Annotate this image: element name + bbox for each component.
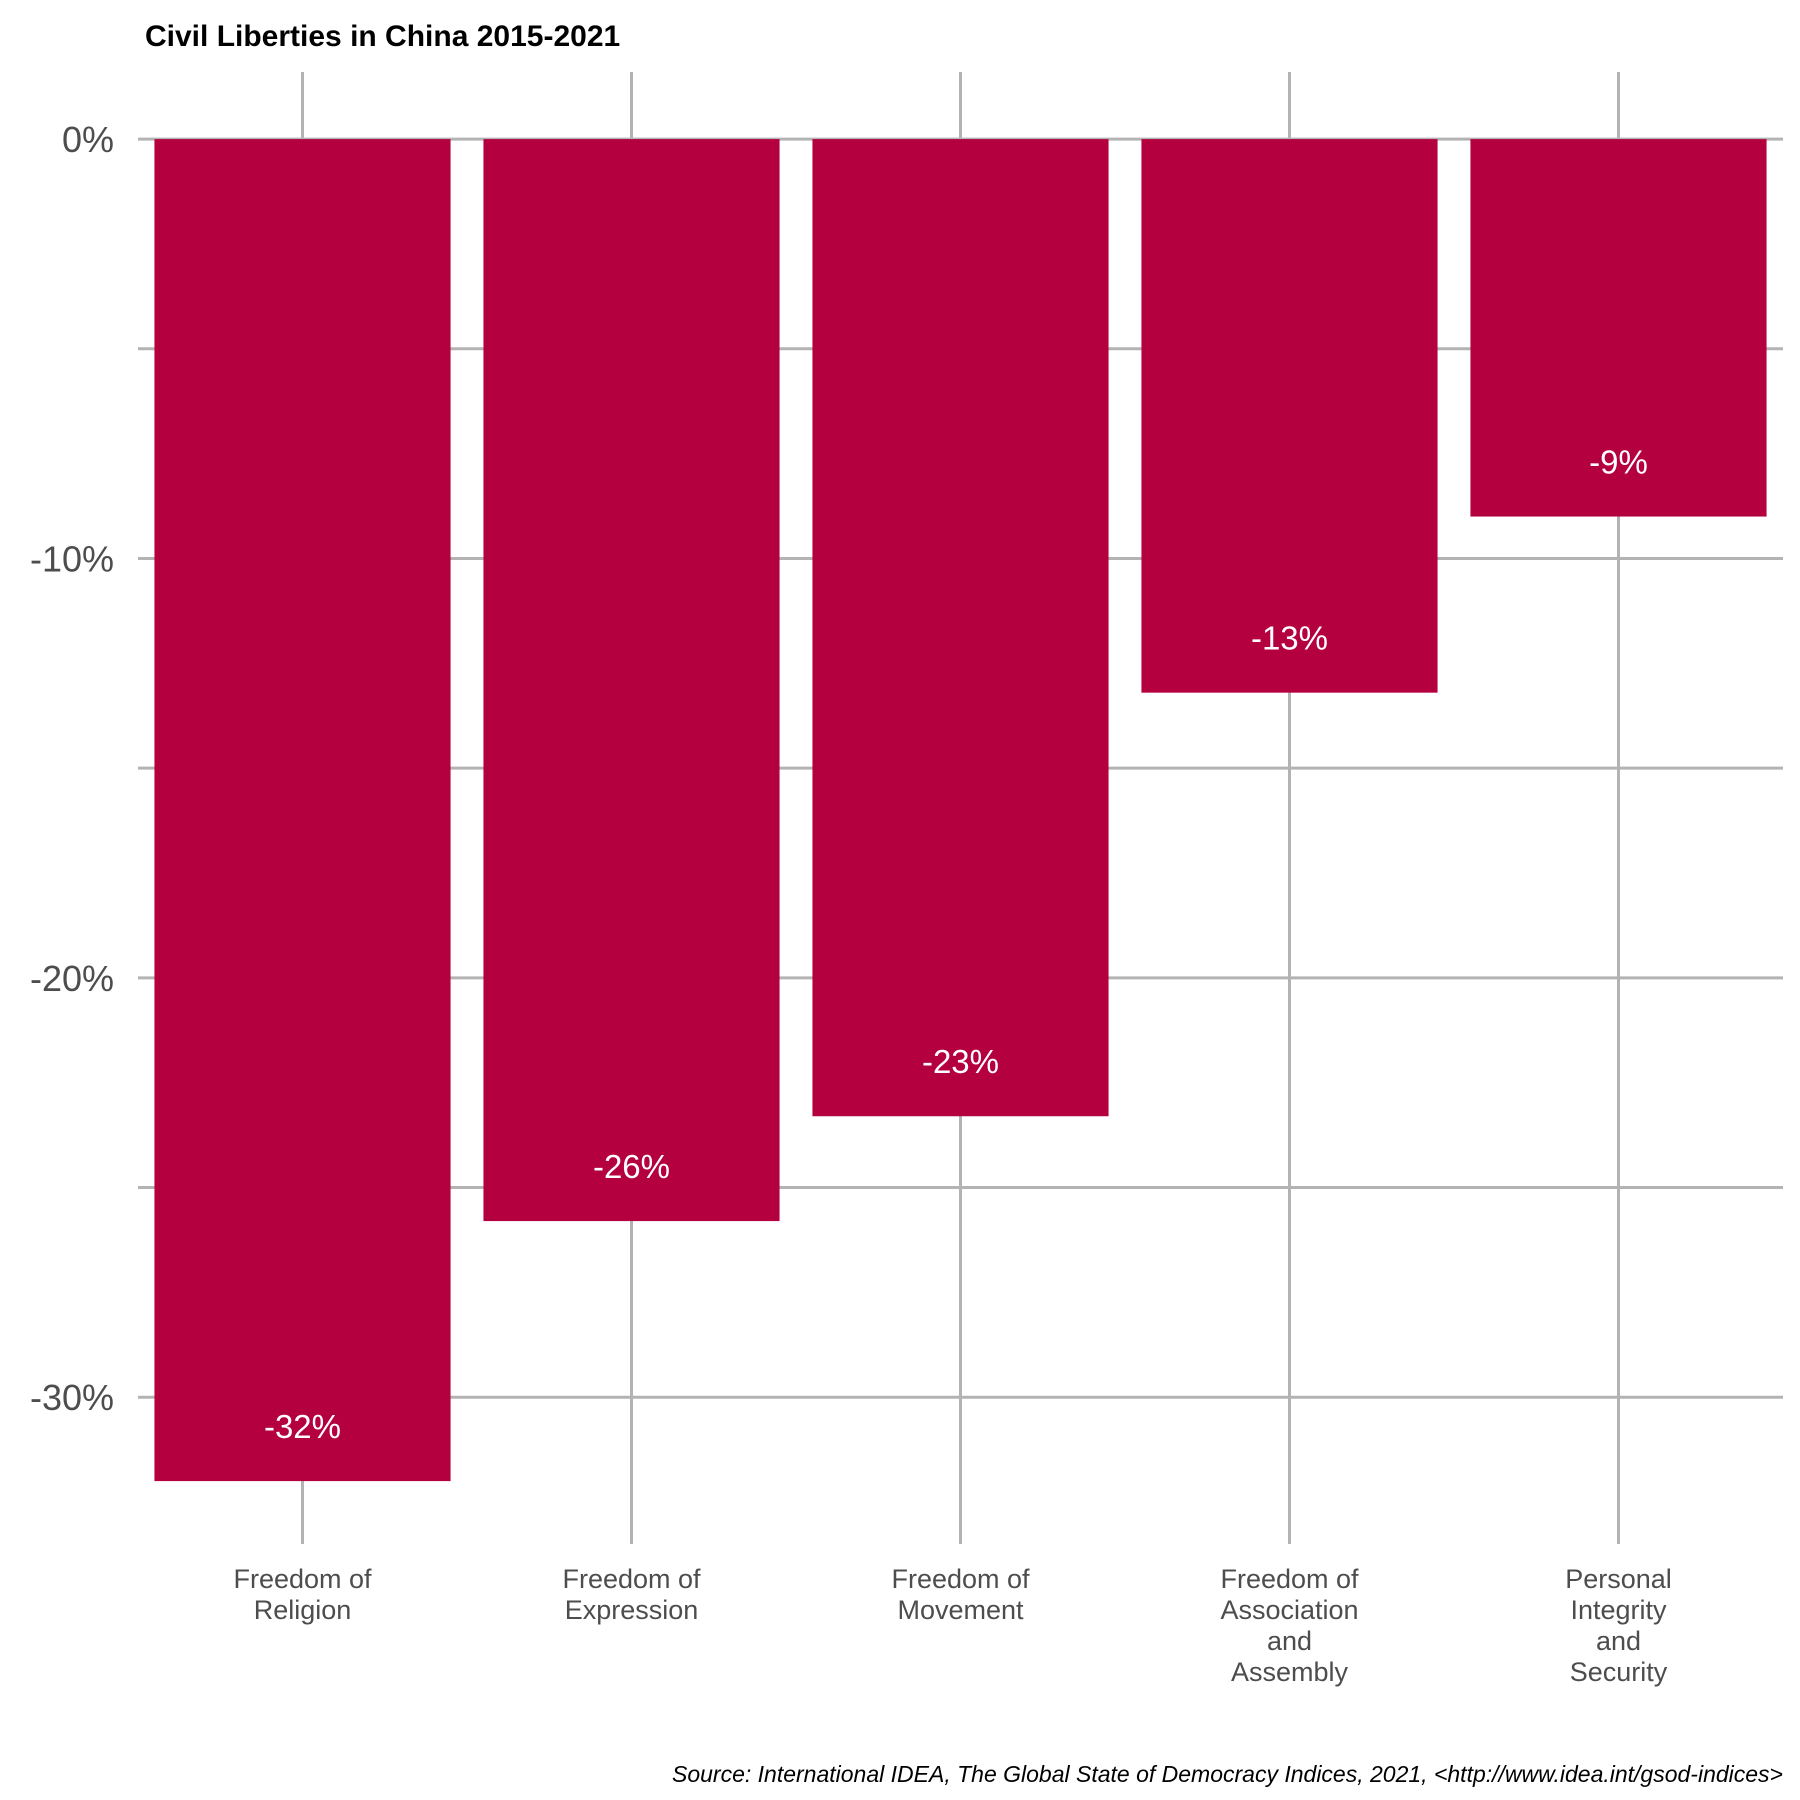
- source-caption: Source: International IDEA, The Global S…: [672, 1761, 1783, 1787]
- bar: [483, 139, 780, 1222]
- x-axis-ticks: Freedom of Religion Freedom of Expression Fr…: [233, 1564, 1671, 1687]
- data-labels: -32% -26% -23% -13% -9%: [264, 444, 1648, 1446]
- x-tick-label: Freedom of Religion: [233, 1564, 372, 1625]
- chart-title: Civil Liberties in China 2015-2021: [145, 20, 620, 53]
- data-label: -32%: [264, 1408, 341, 1445]
- y-tick-label: -20%: [30, 958, 114, 999]
- y-tick-label: -30%: [30, 1377, 114, 1418]
- bar: [154, 139, 451, 1482]
- data-label: -13%: [1251, 620, 1328, 657]
- data-label: -9%: [1589, 444, 1648, 481]
- bar: [812, 139, 1109, 1117]
- x-tick-label: Freedom of Movement: [891, 1564, 1030, 1625]
- data-label: -26%: [593, 1148, 670, 1185]
- x-tick-label: Personal Integrity and Security: [1565, 1564, 1672, 1687]
- y-tick-label: -10%: [30, 538, 114, 579]
- bars: [154, 139, 1767, 1482]
- data-label: -23%: [922, 1043, 999, 1080]
- y-tick-label: 0%: [62, 119, 114, 160]
- bar: [1141, 139, 1438, 693]
- bar: [1470, 139, 1767, 517]
- y-axis-ticks: 0% -10% -20% -30%: [30, 119, 114, 1418]
- x-tick-label: Freedom of Association and Assembly: [1220, 1564, 1359, 1687]
- x-tick-label: Freedom of Expression: [562, 1564, 701, 1625]
